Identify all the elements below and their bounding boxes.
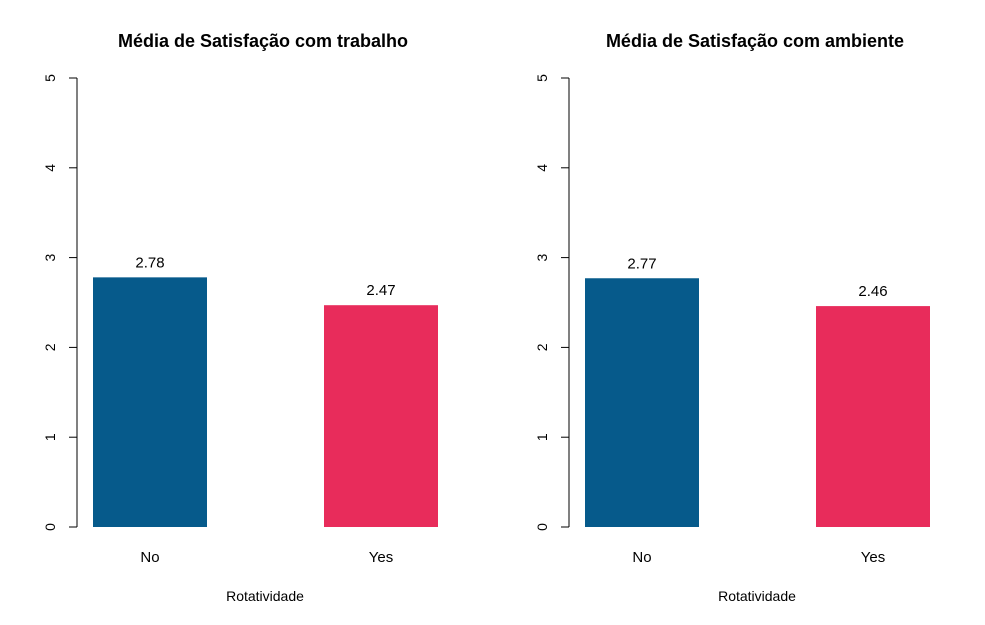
category-label: Yes	[861, 549, 885, 566]
category-label: No	[632, 549, 651, 566]
y-tick-label: 0	[42, 523, 58, 531]
y-tick-label: 4	[534, 164, 550, 172]
bar-value-label: 2.78	[135, 254, 164, 271]
x-axis-label: Rotatividade	[718, 588, 796, 604]
bar-value-label: 2.46	[858, 283, 887, 300]
category-label: No	[140, 549, 159, 566]
bar-value-label: 2.47	[366, 282, 395, 299]
bar-yes	[816, 306, 930, 527]
y-tick-label: 0	[534, 523, 550, 531]
bar-value-label: 2.77	[627, 255, 656, 272]
x-axis-label: Rotatividade	[226, 588, 304, 604]
y-tick-label: 1	[534, 433, 550, 441]
bar-yes	[324, 305, 438, 527]
category-label: Yes	[369, 549, 393, 566]
y-tick-label: 5	[534, 74, 550, 82]
bar-no	[93, 277, 207, 527]
y-tick-label: 1	[42, 433, 58, 441]
chart-title: Média de Satisfação com trabalho	[118, 31, 408, 51]
chart-title: Média de Satisfação com ambiente	[606, 31, 904, 51]
y-tick-label: 2	[534, 343, 550, 351]
y-tick-label: 4	[42, 164, 58, 172]
chart-satisfacao-trabalho: Média de Satisfação com trabalho 0 1 2 3 4 5 2.…	[42, 31, 438, 604]
chart-satisfacao-ambiente: Média de Satisfação com ambiente 0 1 2 3 4 5 2.…	[534, 31, 930, 604]
y-tick-label: 2	[42, 343, 58, 351]
y-tick-label: 3	[534, 253, 550, 261]
bar-no	[585, 278, 699, 527]
y-tick-label: 3	[42, 253, 58, 261]
y-tick-label: 5	[42, 74, 58, 82]
